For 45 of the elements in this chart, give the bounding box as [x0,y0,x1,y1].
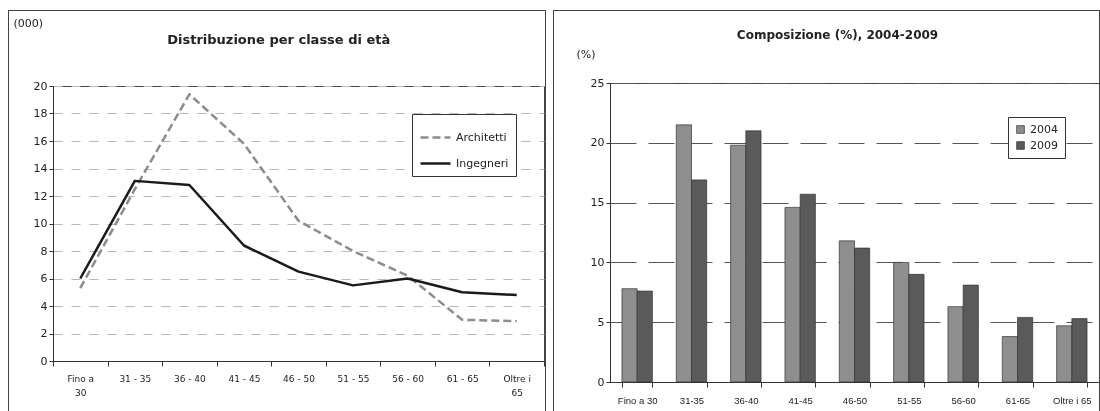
line-series [79,179,518,297]
x-tick-label: 51-55 [897,394,922,406]
x-tick-label: 51 - 55 [337,373,370,384]
x-tick-label: 31-35 [679,394,705,406]
y-tick-label: 16 [33,134,48,148]
x-tick-label: 36 - 40 [173,373,207,384]
x-tick-label: 46 - 50 [283,373,316,384]
x-tick-label: 41-45 [788,394,813,406]
x-tick-label: 61-65 [1005,394,1031,406]
y-axis-title: (%) [576,47,596,61]
line-series [79,93,518,323]
y-axis-title: (000) [13,16,44,30]
y-tick-label: 4 [40,299,48,313]
y-tick-label: 20 [33,79,48,93]
chart-title: Composizione (%), 2004-2009 [736,28,939,42]
y-tick-label: 25 [590,76,605,90]
y-tick-label: 5 [597,315,605,329]
y-tick-label: 0 [40,354,48,368]
x-tick-label: 41 - 45 [228,373,261,384]
x-tick-label: Oltre i 65 [1053,394,1092,406]
y-tick-label: 10 [590,255,605,269]
y-tick-label: 2 [40,327,48,340]
x-tick-label: Fino a 30 [617,394,658,406]
x-tick-label: 46-50 [842,394,868,406]
y-tick-label: 18 [33,107,48,120]
legend-label: 2009 [1030,138,1058,152]
chart-title: Distribuzione per classe di età [167,32,391,47]
x-tick-label: 56 - 60 [392,373,425,384]
x-tick-label: 31 - 35 [119,373,152,384]
legend-label: Architetti [456,130,507,144]
y-tick-label: 0 [597,375,605,389]
x-tick-label: 56-60 [951,394,976,406]
x-tick-label: 61 - 65 [446,373,479,384]
y-tick-label: 12 [33,189,48,203]
y-tick-label: 15 [590,196,605,210]
y-tick-label: 8 [40,244,48,258]
y-tick-label: 10 [33,217,48,230]
legend-label: 2004 [1030,122,1058,136]
x-tick-label: Fino a 30 [67,373,95,398]
legend-label: Ingegneri [456,156,509,170]
x-tick-label: 36-40 [734,394,759,406]
y-tick-label: 14 [33,162,48,175]
y-tick-label: 6 [40,272,48,285]
x-tick-label: Oltre i 65 [503,373,531,398]
y-tick-label: 20 [590,136,605,150]
